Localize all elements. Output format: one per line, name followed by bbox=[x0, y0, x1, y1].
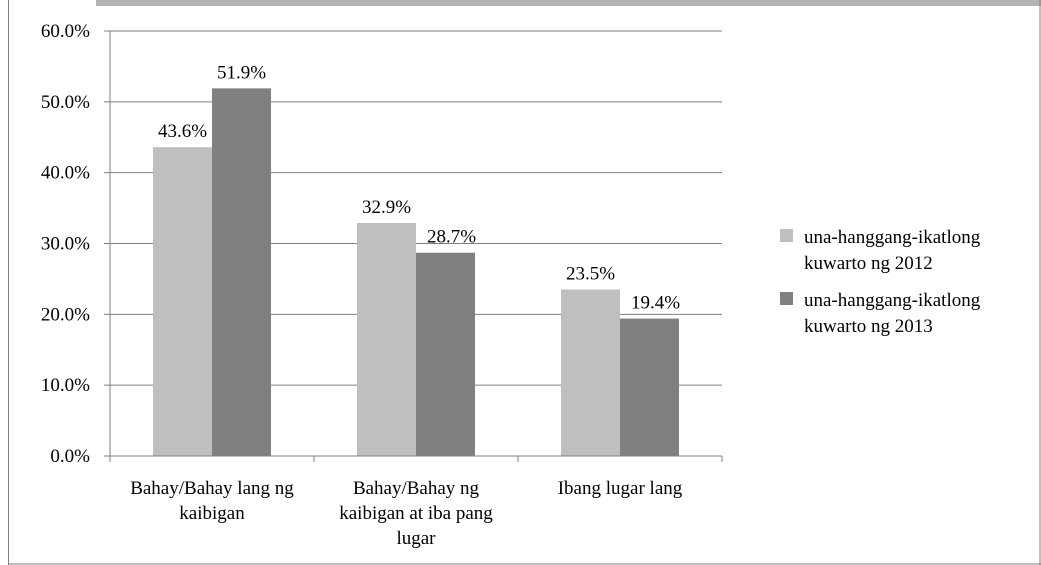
legend-swatch bbox=[780, 229, 793, 242]
top-banner bbox=[96, 0, 1041, 6]
legend-swatch bbox=[780, 292, 793, 305]
category-label: Bahay/Bahay lang ng kaibigan bbox=[130, 478, 294, 524]
bar bbox=[357, 222, 416, 456]
y-tick-label: 40.0% bbox=[41, 163, 90, 184]
category-label: Ibang lugar lang bbox=[558, 478, 683, 499]
data-labels: 43.6% 51.9% 32.9% 28.7% 23.5% 19.4% bbox=[158, 62, 680, 313]
category-label-line: kaibigan bbox=[179, 503, 245, 524]
y-axis-ticks: 0.0% 10.0% 20.0% 30.0% 40.0% 50.0% 60.0% bbox=[41, 21, 110, 467]
data-label: 19.4% bbox=[631, 293, 680, 314]
data-label: 51.9% bbox=[217, 62, 266, 83]
category-label-line: lugar bbox=[396, 528, 436, 549]
category-label-line: Bahay/Bahay lang ng bbox=[130, 478, 294, 499]
bars bbox=[153, 88, 679, 456]
data-label: 28.7% bbox=[427, 227, 476, 248]
category-label-line: kaibigan at iba pang bbox=[339, 503, 493, 524]
category-label-line: Ibang lugar lang bbox=[558, 478, 683, 499]
y-tick-label: 10.0% bbox=[41, 375, 90, 396]
y-tick-label: 60.0% bbox=[41, 21, 90, 42]
category-labels: Bahay/Bahay lang ng kaibigan Bahay/Bahay n… bbox=[130, 478, 683, 549]
legend-label: una-hanggang-ikatlong kuwarto ng 2012 bbox=[804, 227, 981, 274]
axes bbox=[109, 31, 723, 462]
y-tick-label: 30.0% bbox=[41, 234, 90, 255]
y-tick-label: 0.0% bbox=[50, 446, 90, 467]
y-tick-label: 20.0% bbox=[41, 304, 90, 325]
category-label: Bahay/Bahay ng kaibigan at iba pang lugar bbox=[339, 478, 493, 549]
bar bbox=[561, 289, 620, 456]
bar bbox=[620, 318, 679, 456]
y-tick-label: 50.0% bbox=[41, 92, 90, 113]
legend-label: una-hanggang-ikatlong kuwarto ng 2013 bbox=[804, 290, 981, 337]
data-label: 43.6% bbox=[158, 121, 207, 142]
data-label: 23.5% bbox=[566, 264, 615, 285]
legend-label-line: una-hanggang-ikatlong bbox=[804, 227, 981, 248]
category-label-line: Bahay/Bahay ng bbox=[353, 478, 480, 499]
data-label: 32.9% bbox=[362, 197, 411, 218]
legend-label-line: kuwarto ng 2013 bbox=[804, 316, 933, 337]
bar bbox=[416, 252, 475, 456]
legend: una-hanggang-ikatlong kuwarto ng 2012una-… bbox=[780, 227, 981, 337]
bar bbox=[153, 147, 212, 456]
legend-label-line: kuwarto ng 2012 bbox=[804, 253, 933, 274]
bar bbox=[212, 88, 271, 456]
legend-label-line: una-hanggang-ikatlong bbox=[804, 290, 981, 311]
